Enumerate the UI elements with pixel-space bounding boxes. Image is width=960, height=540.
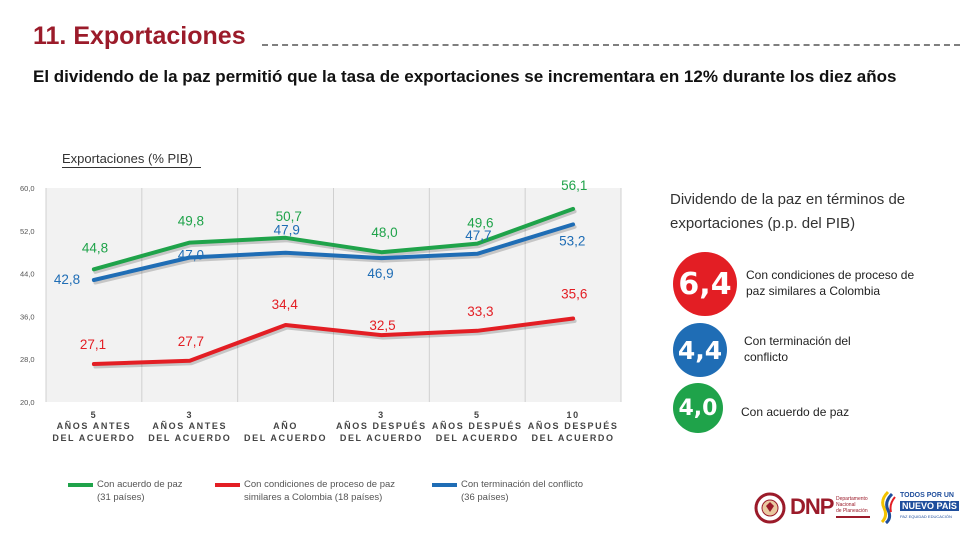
dividend-label-conflict: Con terminación del conflicto (744, 334, 851, 364)
dnp-logo-subtext: Departamento Nacional de Planeación (836, 496, 868, 514)
dnp-sub-2: Nacional (836, 502, 856, 508)
x-tick-number: 5 (91, 410, 98, 420)
legend-label-line1: Con condiciones de proceso de paz (244, 479, 395, 490)
page-subtitle: El dividendo de la paz permitió que la t… (33, 67, 897, 86)
tpnp-logo: TODOS POR UN NUEVO PAÍS PAZ EQUIDAD EDUC… (878, 484, 959, 532)
data-label: 49,6 (467, 216, 493, 231)
data-label: 46,9 (367, 266, 393, 281)
y-tick-label: 60,0 (20, 184, 35, 193)
data-label: 34,4 (272, 297, 299, 312)
data-label: 33,3 (467, 304, 493, 319)
x-tick-label-line1: AÑOS DESPUÉS (336, 421, 427, 431)
chart-caption: Exportaciones (% PIB) (62, 151, 201, 168)
x-tick-label-line1: AÑOS ANTES (57, 421, 132, 431)
x-tick-label-line2: DEL ACUERDO (52, 433, 135, 443)
tpnp-line-1: TODOS POR UN (900, 492, 954, 499)
title-divider (262, 44, 960, 46)
series-line-shadow (93, 209, 577, 274)
tpnp-line-2: NUEVO PAÍS (900, 501, 959, 511)
legend-label-line2: (36 países) (461, 492, 509, 503)
dividend-circle-peace: 4,0 (673, 383, 723, 433)
x-tick-label-line2: DEL ACUERDO (532, 433, 615, 443)
y-tick-label: 36,0 (20, 312, 35, 321)
x-tick-label-line2: DEL ACUERDO (244, 433, 327, 443)
series-line (91, 206, 576, 272)
data-label: 47,9 (274, 223, 300, 238)
series-line-shadow (93, 319, 577, 369)
x-tick-number: 5 (474, 410, 481, 420)
dividend-label-peace: Con acuerdo de paz (741, 405, 850, 419)
dividend-value-colombia: 6,4 (678, 266, 732, 302)
page-title: 11. Exportaciones (33, 22, 246, 50)
data-label: 42,8 (54, 272, 80, 287)
dividend-circle-conflict: 4,4 (673, 323, 727, 377)
data-label: 44,8 (82, 240, 108, 255)
tpnp-line-3: PAZ EQUIDAD EDUCACIÓN (900, 514, 952, 519)
dividend-value-conflict: 4,4 (677, 335, 723, 365)
dividend-circle-colombia: 6,4 (673, 252, 737, 316)
legend-label-line2: similares a Colombia (18 países) (244, 492, 382, 503)
data-label: 32,5 (369, 318, 395, 333)
dividend-title: Dividendo de la paz en términos de expor… (670, 191, 906, 232)
x-tick-label-line1: AÑOS DESPUÉS (432, 421, 523, 431)
dnp-sub-1: Departamento (836, 496, 868, 502)
x-tick-label-line1: AÑOS DESPUÉS (528, 421, 619, 431)
data-label: 47,0 (178, 248, 204, 263)
data-label: 27,7 (178, 334, 204, 349)
x-tick-label-line2: DEL ACUERDO (148, 433, 231, 443)
dnp-sub-3: de Planeación (836, 508, 868, 514)
y-tick-label: 44,0 (20, 270, 35, 279)
flag-swirl-icon (880, 490, 896, 524)
dnp-logo-text: DNP (790, 494, 834, 519)
y-tick-label: 28,0 (20, 355, 35, 364)
dnp-logo-bar (836, 516, 870, 518)
dividend-value-peace: 4,0 (678, 395, 718, 421)
data-label: 56,1 (561, 178, 587, 193)
x-tick-number: 3 (378, 410, 385, 420)
y-tick-label: 52,0 (20, 227, 35, 236)
x-tick-label-line1: AÑOS ANTES (152, 421, 227, 431)
legend-label-line2: (31 países) (97, 492, 145, 503)
y-tick-label: 20,0 (20, 398, 35, 407)
dnp-seal-icon (754, 492, 786, 524)
data-label: 27,1 (80, 337, 106, 352)
data-label: 35,6 (561, 287, 587, 302)
x-tick-number: 3 (186, 410, 193, 420)
series-line (91, 316, 576, 366)
x-tick-label-line2: DEL ACUERDO (436, 433, 519, 443)
x-tick-label-line2: DEL ACUERDO (340, 433, 423, 443)
x-tick-number: 10 (566, 410, 579, 420)
dividend-label-colombia: Con condiciones de proceso de paz simila… (746, 268, 915, 298)
data-label: 49,8 (178, 214, 204, 229)
series-line-shadow (93, 224, 577, 285)
legend-label-line1: Con terminación del conflicto (461, 479, 583, 490)
dnp-logo: DNP Departamento Nacional de Planeación (752, 484, 874, 532)
data-label: 53,2 (559, 233, 585, 248)
series-line (91, 222, 576, 282)
data-label: 48,0 (371, 225, 397, 240)
data-label: 47,7 (465, 228, 491, 243)
x-tick-label-line1: AÑO (273, 421, 298, 431)
data-label: 50,7 (276, 209, 302, 224)
legend-label-line1: Con acuerdo de paz (97, 479, 183, 490)
